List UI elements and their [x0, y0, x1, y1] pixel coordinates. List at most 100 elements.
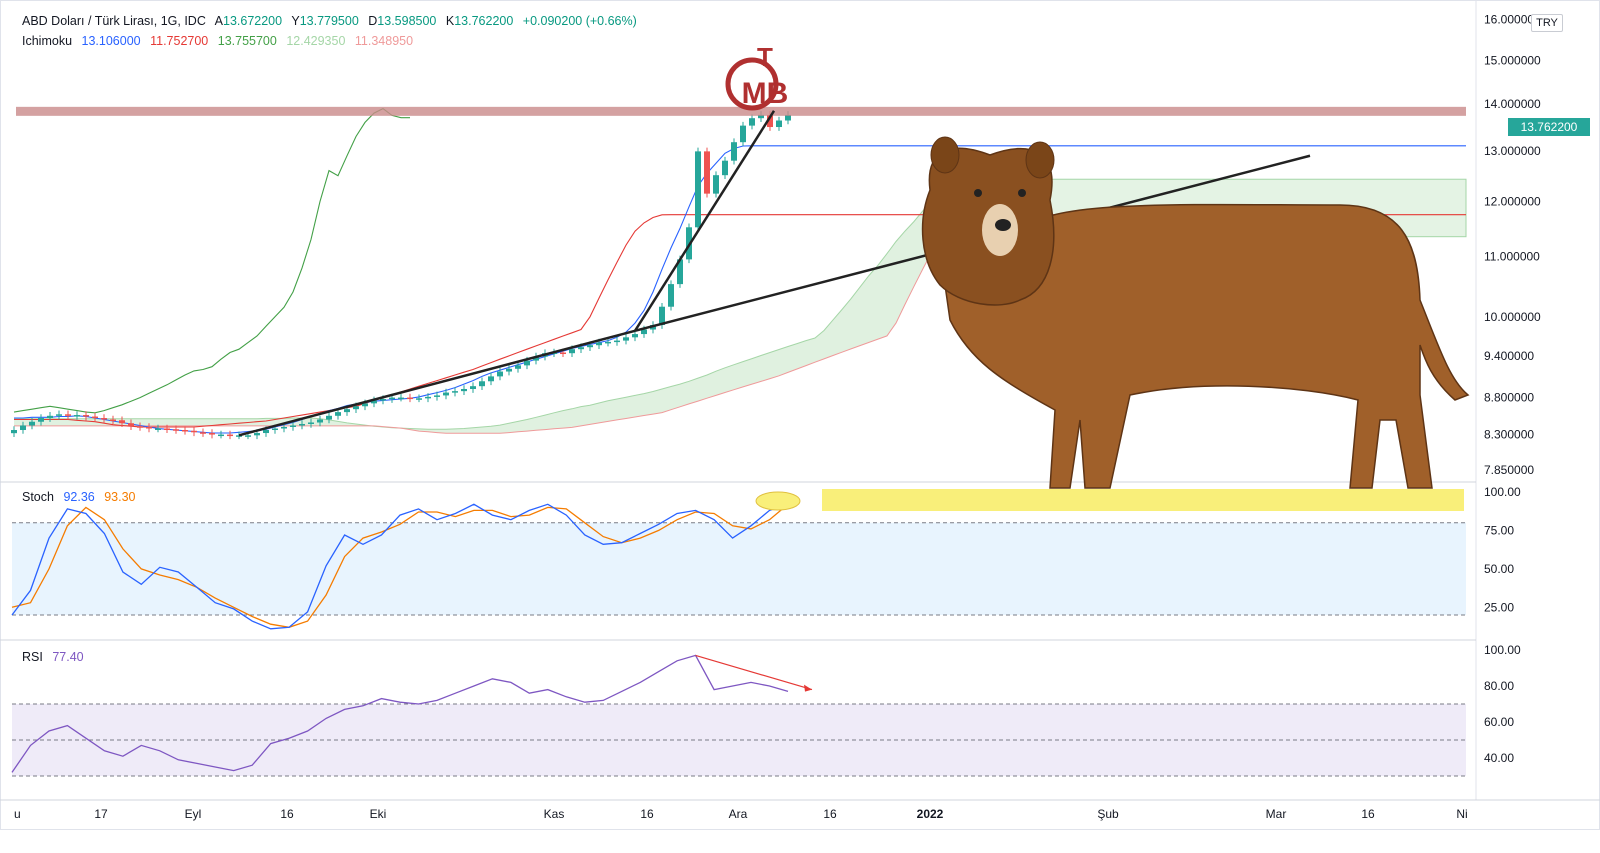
candle-body	[659, 306, 665, 326]
candle-body	[299, 423, 305, 426]
candle-body	[335, 412, 341, 416]
symbol-title: ABD Doları / Türk Lirası, 1G, IDC	[22, 14, 206, 28]
stoch-axis-label: 100.00	[1484, 485, 1521, 499]
ichimoku-tenkan: 13.106000	[81, 34, 141, 48]
candle-body	[236, 435, 242, 437]
trendline-1	[238, 329, 636, 437]
candle-body	[740, 125, 746, 143]
candle-body	[425, 396, 431, 399]
close-value: K13.762200	[445, 14, 514, 28]
candle-body	[443, 392, 449, 396]
tmb-logo-t: T	[757, 42, 773, 72]
stoch-axis-label: 50.00	[1484, 562, 1514, 576]
candle-body	[146, 426, 152, 429]
bear-eye-right	[1018, 189, 1026, 197]
candle-body	[74, 415, 80, 417]
candle-body	[776, 120, 782, 128]
candle-body	[560, 352, 566, 355]
stoch-k-value: 92.36	[63, 490, 95, 504]
rsi-divergence-line	[695, 654, 813, 691]
stoch-highlight-ellipse	[755, 491, 801, 511]
candle-body	[767, 114, 773, 128]
high-value: Y13.779500	[291, 14, 359, 28]
rsi-divergence-arrow	[804, 684, 812, 692]
rsi-value: 77.40	[52, 650, 84, 664]
candle-body	[758, 114, 764, 119]
symbol-legend: ABD Doları / Türk Lirası, 1G, IDC A13.67…	[22, 14, 643, 28]
candle-body	[452, 391, 458, 393]
candle-body	[461, 389, 467, 392]
time-axis-label: Mar	[1266, 807, 1287, 821]
price-axis-label: 7.850000	[1484, 463, 1534, 477]
rsi-axis-label: 60.00	[1484, 715, 1514, 729]
candle-body	[596, 342, 602, 346]
candle-body	[308, 422, 314, 424]
stoch-d-value: 93.30	[104, 490, 136, 504]
candle-body	[416, 398, 422, 400]
price-axis-label: 10.000000	[1484, 310, 1541, 324]
bear-eye-left	[974, 189, 982, 197]
candle-body	[65, 414, 71, 416]
time-axis-label: 16	[640, 807, 654, 821]
open-value: A13.672200	[214, 14, 283, 28]
candle-body	[632, 334, 638, 338]
candle-body	[38, 418, 44, 422]
candle-body	[272, 428, 278, 431]
candle-body	[353, 406, 359, 410]
candle-body	[263, 430, 269, 434]
candle-body	[569, 349, 575, 354]
bear-nose	[995, 219, 1011, 231]
currency-button[interactable]: TRY	[1531, 14, 1563, 32]
candle-body	[515, 365, 521, 369]
time-axis-label: 16	[280, 807, 294, 821]
ichimoku-label: Ichimoku	[22, 34, 73, 48]
candle-body	[731, 142, 737, 161]
candle-body	[722, 160, 728, 176]
candle-body	[479, 381, 485, 387]
rsi-legend: RSI 77.40	[22, 650, 90, 664]
candle-body	[47, 415, 53, 419]
candle-body	[749, 118, 755, 126]
candle-body	[623, 337, 629, 341]
candle-body	[389, 397, 395, 400]
candle-body	[209, 433, 215, 435]
ichimoku-lagging: 13.755700	[217, 34, 277, 48]
bear-ear-left	[930, 136, 960, 174]
rsi-axis-label: 100.00	[1484, 643, 1521, 657]
candle-body	[101, 418, 107, 420]
ichimoku-kijun: 11.752700	[150, 34, 209, 48]
rsi-label: RSI	[22, 650, 43, 664]
candle-body	[434, 395, 440, 397]
ichimoku-span-b-line	[14, 220, 1022, 434]
candle-body	[326, 415, 332, 420]
candle-body	[344, 409, 350, 413]
candle-body	[281, 426, 287, 429]
rsi-axis-label: 40.00	[1484, 751, 1514, 765]
candle-body	[200, 432, 206, 434]
ichimoku-cloud	[14, 179, 1022, 434]
stoch-axis-label: 25.00	[1484, 600, 1514, 614]
ichimoku-span-a-line	[14, 178, 1022, 430]
resistance-band	[16, 106, 1466, 116]
candle-body	[704, 151, 710, 194]
candle-body	[317, 419, 323, 423]
candle-body	[641, 329, 647, 335]
price-axis-label: 8.300000	[1484, 428, 1534, 442]
price-axis-label: 13.000000	[1484, 144, 1541, 158]
ichimoku-tenkan-line	[14, 145, 1466, 434]
candle-body	[182, 430, 188, 432]
candle-body	[137, 426, 143, 428]
candle-body	[587, 345, 593, 348]
trendline-3	[633, 110, 776, 332]
candle-body	[83, 415, 89, 417]
candle-body	[92, 416, 98, 419]
ichimoku-legend: Ichimoku 13.106000 11.752700 13.755700 1…	[22, 34, 419, 48]
time-axis-label: Şub	[1097, 807, 1119, 821]
price-axis-label: 9.400000	[1484, 349, 1534, 363]
last-price-badge: 13.762200	[1508, 118, 1590, 136]
candle-body	[488, 376, 494, 382]
price-axis-label: 11.000000	[1484, 250, 1540, 264]
stoch-d-line	[11, 503, 789, 628]
candle-body	[470, 386, 476, 390]
